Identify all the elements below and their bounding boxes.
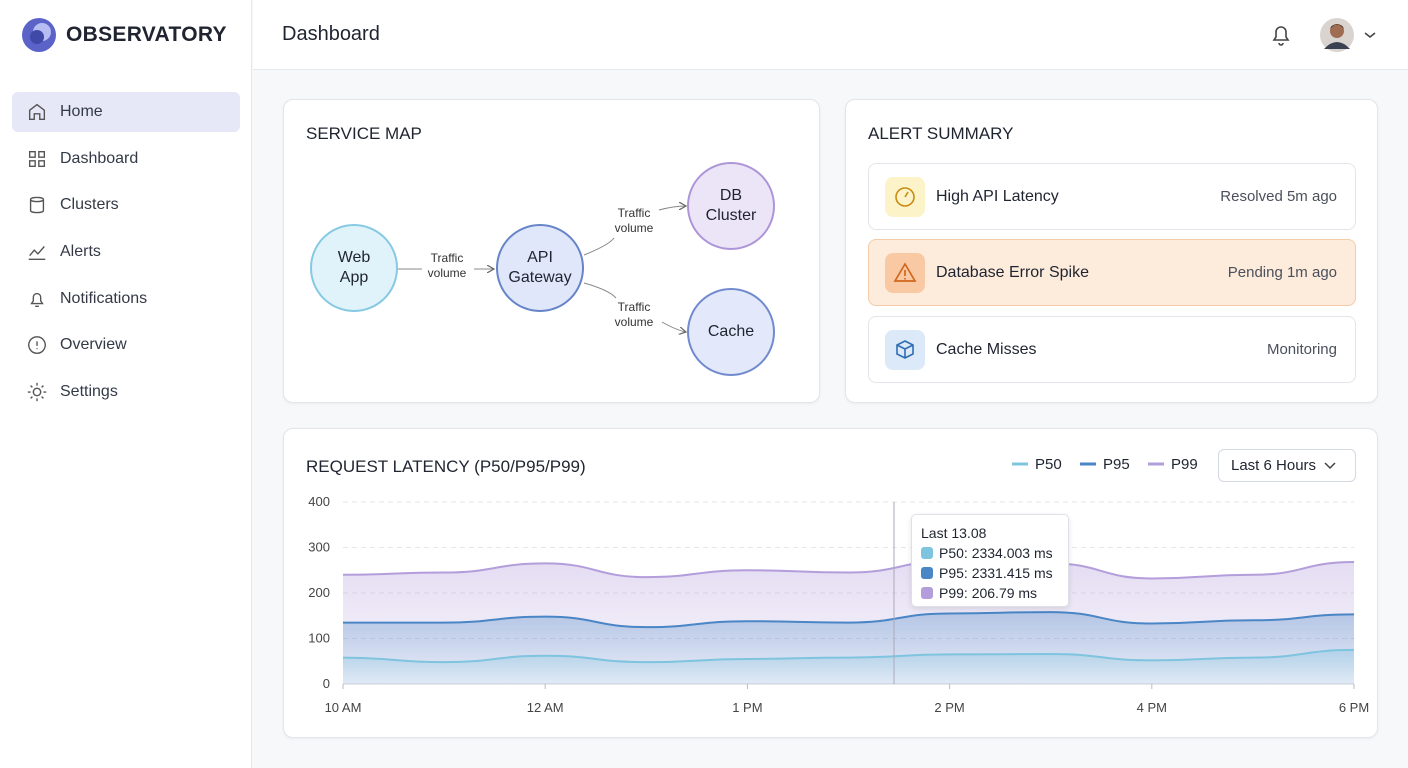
tooltip-line: P95: 2331.415 ms [921, 563, 1059, 583]
nav-icon [28, 150, 46, 168]
tooltip-text: P95: 2331.415 ms [939, 565, 1053, 581]
tooltip-line: P50: 2334.003 ms [921, 543, 1059, 563]
series-line [343, 611, 1355, 629]
nav-label: Clusters [60, 196, 119, 213]
alert-status: Monitoring [1266, 341, 1337, 358]
legend-label: P95 [1103, 456, 1130, 473]
nav-icon-path [28, 103, 46, 121]
sidebar: OBSERVATORY Home Dashboard Clusters Alerts N… [0, 0, 252, 768]
service-node: Cache [687, 288, 775, 376]
alert-name: High API Latency [936, 187, 1059, 205]
nav-label: Settings [60, 383, 118, 400]
x-tick-label: 1 PM [732, 700, 762, 715]
service-map-edges [398, 100, 821, 404]
x-tick-label: 10 AM [325, 700, 362, 715]
topbar: Dashboard [253, 0, 1408, 70]
legend-label: P50 [1035, 456, 1062, 473]
nav-icon [30, 292, 44, 308]
tooltip-swatch [921, 547, 933, 559]
y-tick-label: 300 [308, 540, 330, 555]
series-line [342, 648, 1355, 664]
nav-item[interactable]: Dashboard [12, 139, 240, 179]
alert-icon [885, 252, 925, 293]
nav-icon [28, 336, 46, 354]
brand-logo [22, 18, 56, 52]
nav-icon-path [28, 336, 46, 354]
alert-row[interactable]: High API Latency Resolved 5m ago [868, 163, 1356, 230]
x-tick-label: 4 PM [1137, 700, 1167, 715]
alert-status: Pending 1m ago [1227, 264, 1337, 281]
service-node: DB Cluster [687, 162, 775, 250]
tooltip-text: P99: 206.79 ms [939, 585, 1038, 601]
nav-icon-path [27, 382, 47, 402]
nav-icon-path [28, 150, 46, 168]
page-title: Dashboard [282, 23, 380, 45]
alert-name: Database Error Spike [936, 263, 1089, 281]
tooltip-swatch [921, 567, 933, 579]
alert-icon [885, 176, 925, 217]
chart-title: REQUEST LATENCY (P50/P95/P99) [306, 457, 586, 476]
edge-label: Traffic volume [427, 251, 467, 280]
alert-name: Cache Misses [936, 340, 1037, 358]
alert-summary-card: ALERT SUMMARY High API Latency Resolved … [845, 99, 1378, 403]
card-title: SERVICE MAP [306, 124, 422, 143]
y-tick-label: 0 [323, 676, 330, 691]
tooltip-line: P99: 206.79 ms [921, 583, 1059, 603]
brand: OBSERVATORY [22, 18, 227, 52]
y-tick-label: 400 [308, 494, 330, 509]
range-select-label: Last 6 Hours [1231, 457, 1317, 474]
nav-icon-path [28, 246, 46, 261]
nav-item[interactable]: Notifications [12, 279, 240, 319]
nav-icon-path [29, 196, 45, 214]
service-node: API Gateway [496, 224, 584, 312]
alert-row[interactable]: Database Error Spike Pending 1m ago [868, 239, 1356, 306]
nav-icon [28, 246, 46, 261]
nav-label: Notifications [60, 290, 148, 307]
alert-icon [885, 329, 925, 370]
x-tick-label: 6 PM [1339, 700, 1369, 715]
tooltip-title: Last 13.08 [921, 525, 987, 541]
nav-item[interactable]: Alerts [12, 232, 240, 272]
avatar[interactable] [1319, 17, 1379, 53]
edge-label: Traffic volume [614, 206, 654, 235]
tooltip-swatch [921, 587, 933, 599]
nav-item[interactable]: Overview [12, 325, 240, 365]
y-tick-label: 200 [308, 585, 330, 600]
service-map-card: SERVICE MAP Web App API Gateway DB Clust… [283, 99, 820, 403]
nav-label: Home [60, 103, 103, 120]
nav-item[interactable]: Home [12, 92, 240, 132]
alert-row[interactable]: Cache Misses Monitoring [868, 316, 1356, 383]
nav-icon [27, 382, 47, 402]
nav-label: Overview [60, 336, 127, 353]
nav-item[interactable]: Settings [12, 372, 240, 412]
legend-label: P99 [1171, 456, 1198, 473]
brand-name: OBSERVATORY [66, 23, 227, 46]
nav-label: Alerts [60, 243, 101, 260]
alert-status: Resolved 5m ago [1220, 188, 1337, 205]
nav-label: Dashboard [60, 150, 139, 167]
bell-icon[interactable] [1270, 23, 1292, 47]
card-title: ALERT SUMMARY [868, 124, 1014, 143]
tooltip: Last 13.08 P50: 2334.003 ms P95: 2331.415… [911, 514, 1069, 607]
x-tick-label: 12 AM [527, 700, 564, 715]
y-tick-label: 100 [308, 631, 330, 646]
nav-icon [28, 103, 46, 121]
edge-label: Traffic volume [614, 300, 654, 329]
series-area [343, 649, 1354, 684]
nav-icon-path [30, 292, 44, 308]
tooltip-text: P50: 2334.003 ms [939, 545, 1053, 561]
service-node: Web App [310, 224, 398, 312]
series-line [342, 560, 1355, 580]
x-tick-label: 2 PM [934, 700, 964, 715]
range-select[interactable]: Last 6 Hours [1218, 449, 1356, 482]
nav-item[interactable]: Clusters [12, 185, 240, 225]
nav-icon [29, 196, 45, 214]
